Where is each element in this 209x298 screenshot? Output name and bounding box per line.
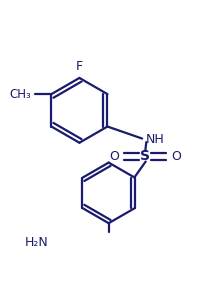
Text: H₂N: H₂N xyxy=(25,236,49,249)
Text: NH: NH xyxy=(145,133,164,146)
Text: F: F xyxy=(76,60,83,73)
Text: S: S xyxy=(140,149,150,163)
Text: O: O xyxy=(171,150,181,163)
Text: CH₃: CH₃ xyxy=(10,88,32,101)
Text: O: O xyxy=(110,150,120,163)
